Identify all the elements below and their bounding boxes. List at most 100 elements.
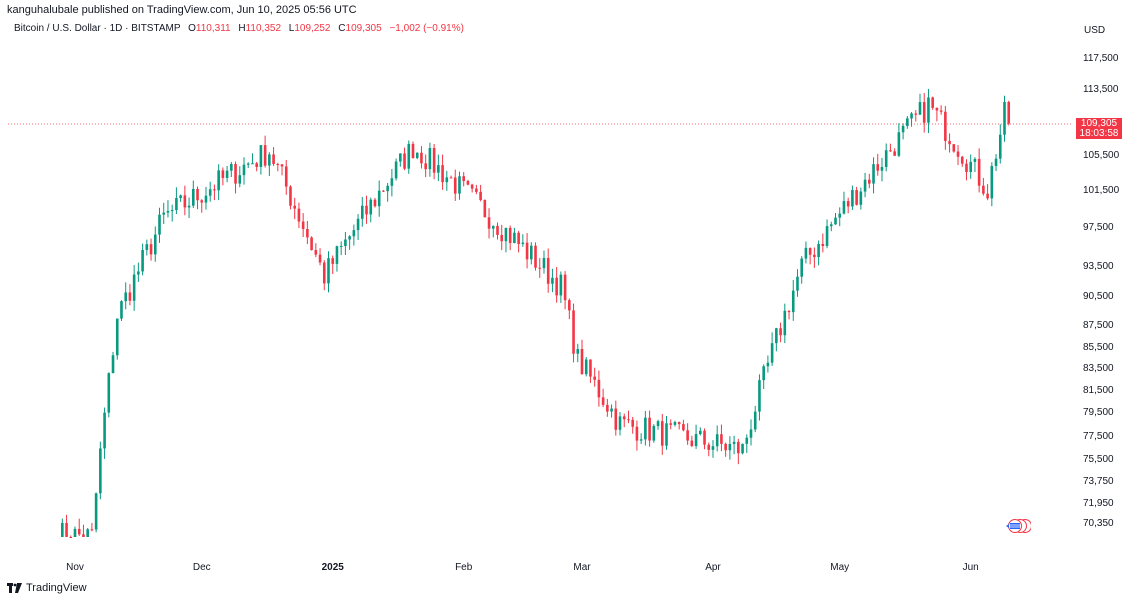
candle-body [660, 421, 664, 446]
candle-body [956, 151, 960, 157]
candle-body [783, 310, 787, 336]
candle-body [508, 227, 512, 243]
candle-body [884, 150, 888, 167]
candle-body [893, 151, 896, 156]
candle-body [306, 228, 309, 238]
candle-body [834, 217, 837, 225]
candle-body [935, 107, 939, 111]
price-axis[interactable]: 117,500113,500109,500105,500101,50097,50… [1083, 53, 1120, 529]
candle-body [517, 232, 520, 245]
candle-body [707, 444, 711, 450]
candle-body [403, 153, 406, 169]
candle-body [800, 258, 803, 277]
candle-body [927, 97, 930, 123]
candle-body [538, 267, 542, 269]
footer-brand[interactable]: TradingView [7, 582, 87, 594]
time-axis[interactable]: Nov Dec 2025 Feb Mar Apr May Jun [66, 562, 979, 573]
candle-body [61, 522, 64, 537]
candle-body [77, 528, 81, 535]
candle-body [449, 177, 453, 179]
candle-body [787, 310, 791, 313]
candle-body [838, 213, 842, 218]
candle-body [496, 225, 499, 235]
candle-body [775, 328, 778, 344]
candle-body [179, 195, 182, 199]
high-value: 110,352 [245, 23, 281, 34]
candle-body [808, 247, 812, 255]
candle-body [546, 258, 550, 284]
candle-body [711, 446, 715, 450]
candle-body [377, 190, 381, 207]
candle-body [614, 408, 618, 430]
candle-body [382, 190, 385, 192]
candle-body [175, 198, 178, 211]
candle-body [914, 113, 918, 115]
candle-body [280, 164, 284, 167]
candle-body [86, 529, 89, 537]
candle-body [901, 125, 905, 133]
candle-body [990, 165, 994, 199]
candle-body [162, 212, 166, 215]
candle-body [762, 366, 765, 381]
candle-body [289, 186, 292, 206]
candle-body [149, 244, 153, 255]
bar-countdown: 18:03:58 [1079, 128, 1119, 139]
candle-body [635, 426, 639, 441]
candle-body [597, 379, 601, 398]
candle-body [863, 179, 867, 192]
candle-body [73, 528, 77, 537]
candle-body [65, 522, 68, 537]
close-label: C [338, 23, 346, 34]
candle-body [238, 175, 242, 184]
candle-body [568, 300, 571, 311]
symbol-name[interactable]: Bitcoin / U.S. Dollar · 1D · BITSTAMP [14, 23, 181, 34]
candle-body [952, 144, 956, 152]
candle-body [246, 163, 250, 165]
candle-body [669, 423, 673, 425]
currency-label[interactable]: USD [1084, 25, 1106, 36]
candle-body [534, 245, 537, 268]
candle-body [639, 439, 643, 441]
candle-body [344, 239, 347, 246]
flag-badge-icon[interactable] [1005, 518, 1031, 534]
y-tick-label: 97,500 [1083, 222, 1114, 233]
candle-body [982, 185, 985, 194]
candle-body [622, 416, 626, 420]
candle-body [331, 258, 335, 264]
y-tick-label: 77,500 [1083, 431, 1114, 442]
candle-body [656, 421, 660, 427]
y-tick-label: 73,750 [1083, 476, 1114, 487]
candle-body [466, 181, 470, 185]
candle-body [99, 448, 102, 494]
candle-body [200, 200, 204, 203]
candle-body [310, 237, 313, 251]
candle-body [931, 97, 934, 108]
candle-body [986, 193, 989, 199]
candle-body [462, 176, 465, 182]
published-by: kanguhalubale published on TradingView.c… [7, 4, 357, 16]
y-tick-label: 113,500 [1083, 84, 1119, 95]
candle-body [94, 493, 98, 530]
candle-body [944, 111, 947, 141]
candle-body [475, 188, 478, 192]
candle-body [829, 224, 833, 227]
candle-body [977, 158, 981, 186]
x-tick-label: Jun [963, 562, 979, 573]
candle-body [732, 441, 736, 444]
candle-body [906, 118, 909, 126]
x-tick-label: Apr [705, 562, 721, 573]
close-value: 109,305 [345, 23, 382, 34]
candle-body [415, 152, 419, 159]
candle-body [111, 355, 115, 374]
candle-body [192, 188, 195, 206]
candle-body [690, 440, 694, 447]
candle-body [593, 376, 596, 380]
candle-body [584, 359, 588, 375]
candle-body [479, 191, 482, 200]
candle-body [960, 156, 964, 164]
candle-body [128, 292, 132, 301]
y-tick-label: 83,500 [1083, 363, 1114, 374]
candle-body [251, 163, 254, 165]
candle-body [855, 190, 858, 205]
